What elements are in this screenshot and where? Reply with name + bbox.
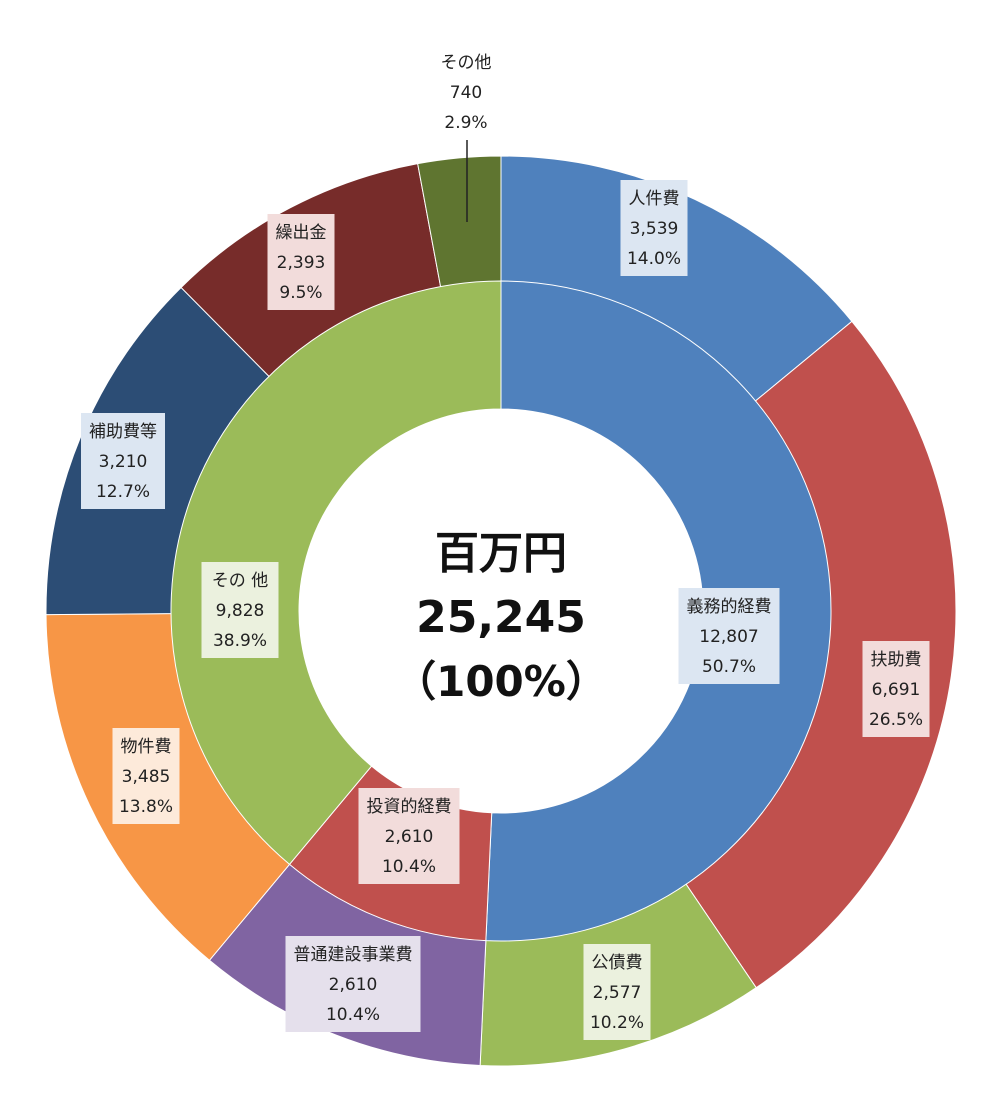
- inner-label-name-1: 投資的経費: [367, 797, 452, 817]
- inner-label-value-2: 9,828: [216, 601, 265, 621]
- outer-label-name-4: 物件費: [121, 737, 172, 757]
- outer-label-percent-1: 26.5%: [869, 710, 923, 730]
- outer-label-percent-6: 9.5%: [279, 283, 322, 303]
- outer-label-name-1: 扶助費: [871, 650, 922, 670]
- outer-label-value-4: 3,485: [122, 767, 171, 787]
- center-total: 25,245: [416, 592, 586, 643]
- inner-label-percent-2: 38.9%: [213, 631, 267, 651]
- outer-label-percent-0: 14.0%: [627, 249, 681, 269]
- outer-label-name-5: 補助費等: [89, 422, 157, 442]
- outer-label-value-5: 3,210: [99, 452, 148, 472]
- inner-slice-2: [170, 280, 502, 866]
- center-unit: 百万円: [435, 528, 567, 579]
- outer-label-box-2: [583, 944, 651, 1040]
- outer-label-percent-7: 2.9%: [444, 113, 487, 133]
- inner-label-percent-0: 50.7%: [702, 657, 756, 677]
- outer-label-percent-2: 10.2%: [590, 1013, 644, 1033]
- inner-label-name-0: 義務的経費: [687, 597, 772, 617]
- outer-label-box-5: [81, 413, 165, 509]
- outer-label-box-3: [285, 936, 421, 1032]
- outer-label-name-7: その他: [441, 53, 492, 73]
- inner-label-value-1: 2,610: [385, 827, 434, 847]
- center-percent: （100%）: [394, 657, 608, 706]
- outer-label-value-1: 6,691: [872, 680, 921, 700]
- outer-label-name-2: 公債費: [592, 953, 643, 973]
- outer-label-box-1: [862, 641, 930, 737]
- outer-label-value-0: 3,539: [630, 219, 679, 239]
- outer-label-box-6: [267, 214, 335, 310]
- outer-label-value-3: 2,610: [329, 975, 378, 995]
- inner-label-percent-1: 10.4%: [382, 857, 436, 877]
- inner-label-name-2: その 他: [212, 571, 268, 591]
- outer-label-name-3: 普通建設事業費: [294, 945, 413, 965]
- inner-label-box-2: [201, 562, 279, 658]
- outer-label-value-6: 2,393: [277, 253, 326, 273]
- outer-label-percent-3: 10.4%: [326, 1005, 380, 1025]
- outer-label-value-2: 2,577: [593, 983, 642, 1003]
- outer-label-percent-5: 12.7%: [96, 482, 150, 502]
- inner-label-value-0: 12,807: [699, 627, 758, 647]
- labels: 人件費 3,539 14.0% 扶助費 6,691 26.5% 公債費 2,577 10.2% 普…: [81, 53, 930, 1040]
- outer-label-name-0: 人件費: [629, 189, 680, 209]
- inner-label-box-1: [358, 788, 460, 884]
- outer-label-box-0: [620, 180, 688, 276]
- inner-label-box-0: [678, 588, 780, 684]
- outer-label-box-4: [112, 728, 180, 824]
- outer-label-percent-4: 13.8%: [119, 797, 173, 817]
- donut-hole: [299, 409, 703, 813]
- outer-label-value-7: 740: [450, 83, 482, 103]
- outer-label-name-6: 繰出金: [276, 223, 327, 243]
